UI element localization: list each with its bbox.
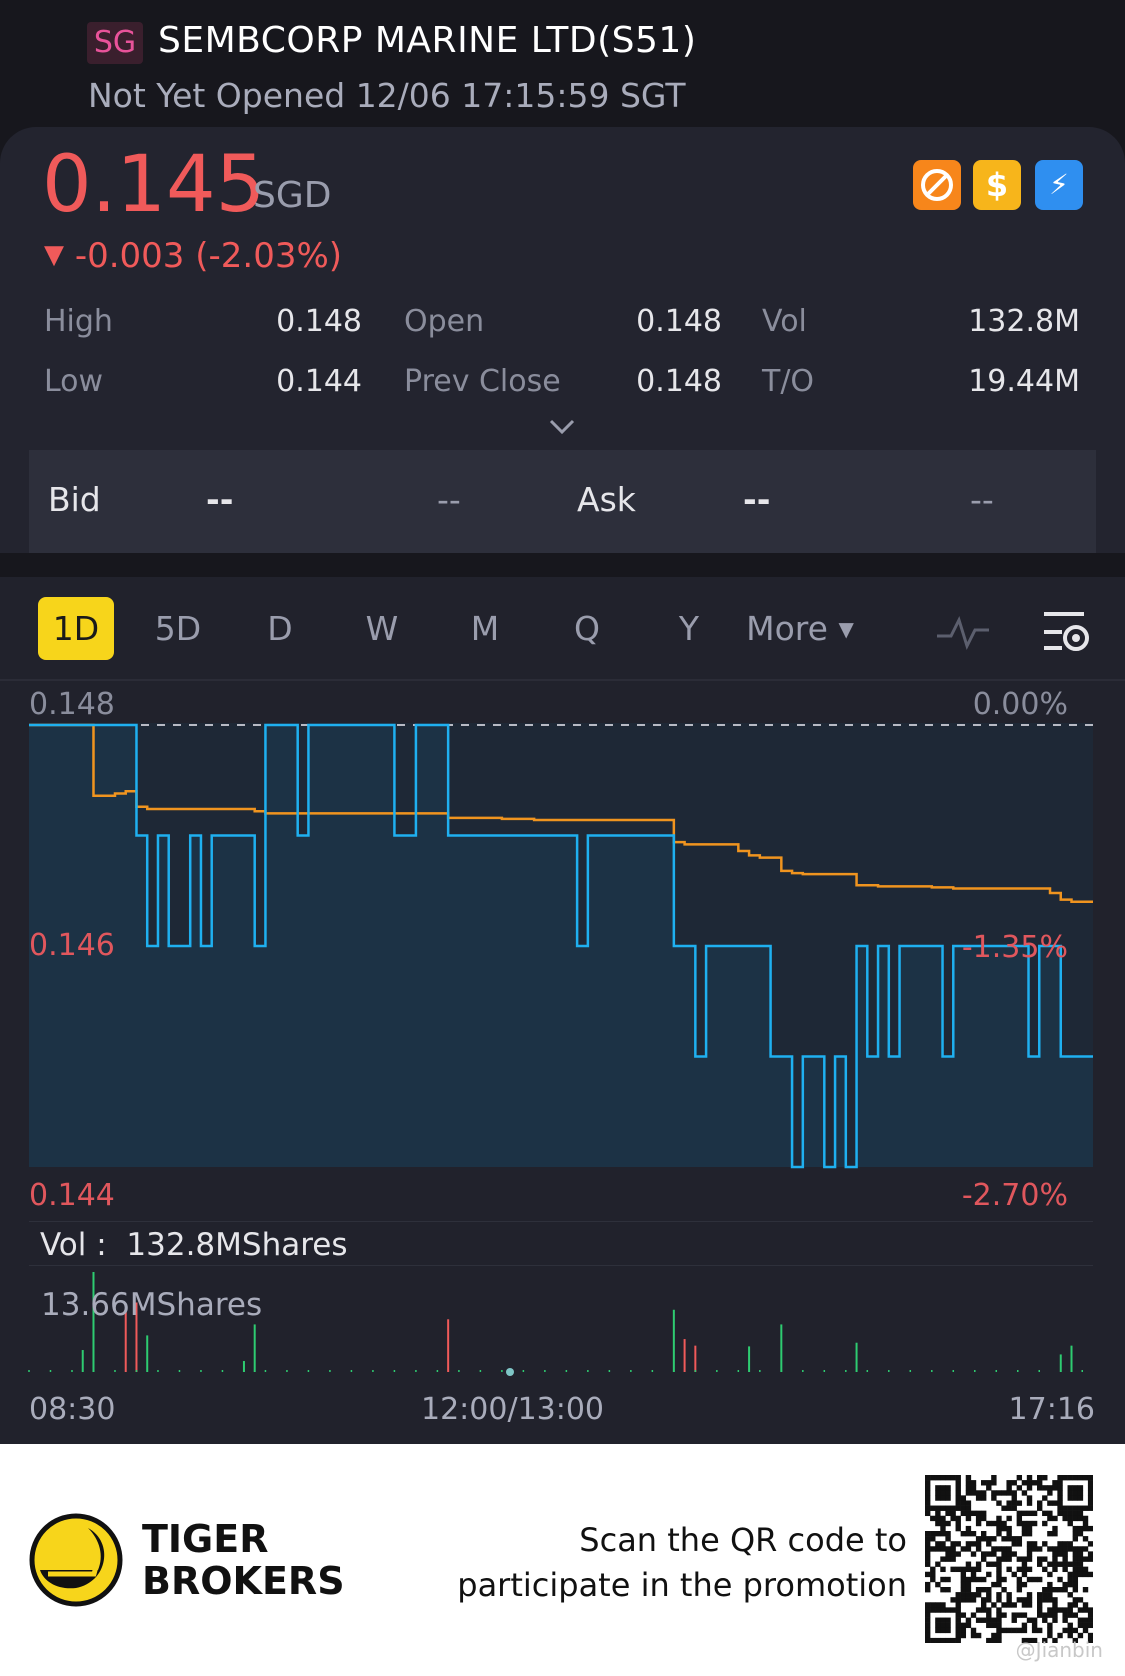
stat-value: 132.8M <box>968 304 1080 339</box>
stat-label: Low <box>44 364 104 399</box>
tab-m[interactable]: M <box>471 597 499 660</box>
market-badge: SG <box>87 22 143 64</box>
bid-label: Bid <box>48 480 101 519</box>
y-tick-left: 0.148 <box>29 687 115 722</box>
tab-d[interactable]: D <box>267 597 292 660</box>
stat-label: T/O <box>762 364 815 399</box>
last-price: 0.145 <box>42 140 266 230</box>
divider <box>29 1265 1093 1266</box>
stat-value: 0.144 <box>276 364 362 399</box>
promo-line: participate in the promotion <box>457 1566 907 1604</box>
volume-label: Vol : <box>40 1227 107 1263</box>
volume-value: 132.8MShares <box>126 1227 348 1263</box>
ask-price: -- <box>743 480 771 519</box>
divider <box>0 679 1125 681</box>
tab-label: Q <box>574 609 600 648</box>
bid-size: -- <box>437 480 461 519</box>
x-tick: 12:00/13:00 <box>421 1392 605 1427</box>
indicator-wave-icon[interactable] <box>935 612 991 656</box>
stat-value: 19.44M <box>968 364 1080 399</box>
tiger-brokers-logo <box>28 1512 124 1612</box>
qr-code[interactable] <box>925 1475 1093 1643</box>
stat-value: 0.148 <box>636 364 722 399</box>
promo-line: Scan the QR code to <box>579 1521 907 1559</box>
caret-down-icon: ▼ <box>838 617 854 641</box>
price-line <box>29 723 1093 1169</box>
tab-label: Y <box>678 609 700 648</box>
bid-price: -- <box>206 480 234 519</box>
y-tick-left: 0.146 <box>29 928 115 963</box>
tab-w[interactable]: W <box>366 597 399 660</box>
tab-more[interactable]: More ▼ <box>746 597 854 660</box>
y-tick-left: 0.144 <box>29 1178 115 1213</box>
y-tick-right: 0.00% <box>972 687 1068 722</box>
tab-q[interactable]: Q <box>574 597 600 660</box>
tab-label: 5D <box>154 609 202 648</box>
stat-label: High <box>44 304 113 339</box>
stat-value: 0.148 <box>276 304 362 339</box>
intraday-chart[interactable] <box>0 680 1125 1444</box>
volume-max-label: 13.66MShares <box>41 1287 263 1323</box>
tab-y[interactable]: Y <box>679 597 699 660</box>
lunch-break-marker <box>506 1368 514 1376</box>
x-tick: 17:16 <box>1008 1392 1095 1427</box>
tab-label: More <box>746 609 828 648</box>
bid-ask-bar: Bid -- -- Ask -- -- <box>29 450 1096 553</box>
chart-settings-icon[interactable] <box>1040 608 1092 660</box>
ask-label: Ask <box>577 480 636 519</box>
dollar-icon[interactable]: $ <box>973 160 1021 210</box>
brand-name: TIGER BROKERS <box>142 1518 345 1602</box>
volume-total: Vol : 132.8MShares <box>40 1227 348 1263</box>
tab-label: D <box>267 609 293 648</box>
stat-label: Vol <box>762 304 807 339</box>
tab-label: 1D <box>52 609 100 648</box>
tab-label: M <box>470 609 500 648</box>
average-price-line <box>29 723 1093 904</box>
down-arrow-icon: ▼ <box>44 240 64 270</box>
price-change: ▼ -0.003 (-2.03%) <box>44 236 342 276</box>
stat-label: Open <box>404 304 485 339</box>
watermark: @Jianbin <box>1015 1638 1103 1662</box>
ask-size: -- <box>970 480 994 519</box>
tab-1d[interactable]: 1D <box>38 597 114 660</box>
brand-line: BROKERS <box>142 1559 345 1603</box>
price-area-fill <box>29 725 1093 1167</box>
market-status: Not Yet Opened 12/06 17:15:59 SGT <box>88 76 686 115</box>
change-value: -0.003 (-2.03%) <box>74 236 343 276</box>
stat-label: Prev Close <box>404 364 561 399</box>
y-tick-right: -2.70% <box>961 1178 1068 1213</box>
y-tick-right: -1.35% <box>961 930 1068 965</box>
tab-5d[interactable]: 5D <box>155 597 201 660</box>
stat-value: 0.148 <box>636 304 722 339</box>
promo-text: Scan the QR code to participate in the pr… <box>457 1518 907 1608</box>
divider <box>29 1221 1093 1222</box>
chevron-down-icon[interactable] <box>548 418 576 440</box>
currency: SGD <box>253 175 332 216</box>
tab-label: W <box>365 609 399 648</box>
promo-footer <box>0 1444 1125 1676</box>
stock-title: SEMBCORP MARINE LTD(S51) <box>158 20 697 61</box>
lightning-icon[interactable]: ⚡ <box>1035 160 1083 210</box>
brand-line: TIGER <box>142 1517 269 1561</box>
no-short-icon[interactable] <box>913 160 961 210</box>
x-tick: 08:30 <box>29 1392 116 1427</box>
